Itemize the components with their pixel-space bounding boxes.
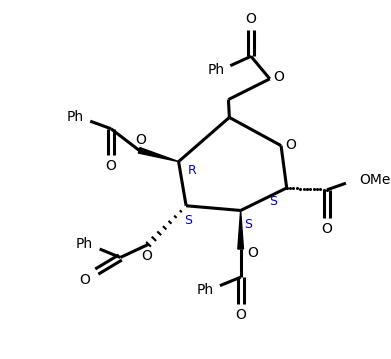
Text: R: R <box>187 164 196 177</box>
Text: OMe: OMe <box>359 173 391 187</box>
Text: Ph: Ph <box>208 64 225 78</box>
Text: Ph: Ph <box>76 237 93 251</box>
Text: S: S <box>269 195 278 208</box>
Text: O: O <box>248 246 258 260</box>
Text: S: S <box>244 218 252 231</box>
Text: S: S <box>184 214 192 227</box>
Text: O: O <box>136 133 147 147</box>
Text: O: O <box>285 137 296 151</box>
Text: O: O <box>246 12 256 26</box>
Text: Ph: Ph <box>196 283 213 297</box>
Text: O: O <box>79 273 90 287</box>
Text: Ph: Ph <box>66 111 84 125</box>
Text: O: O <box>235 308 246 322</box>
Text: O: O <box>274 70 285 84</box>
Polygon shape <box>138 148 179 162</box>
Text: O: O <box>106 159 117 173</box>
Text: O: O <box>322 222 333 236</box>
Polygon shape <box>238 210 244 249</box>
Text: O: O <box>141 248 152 262</box>
